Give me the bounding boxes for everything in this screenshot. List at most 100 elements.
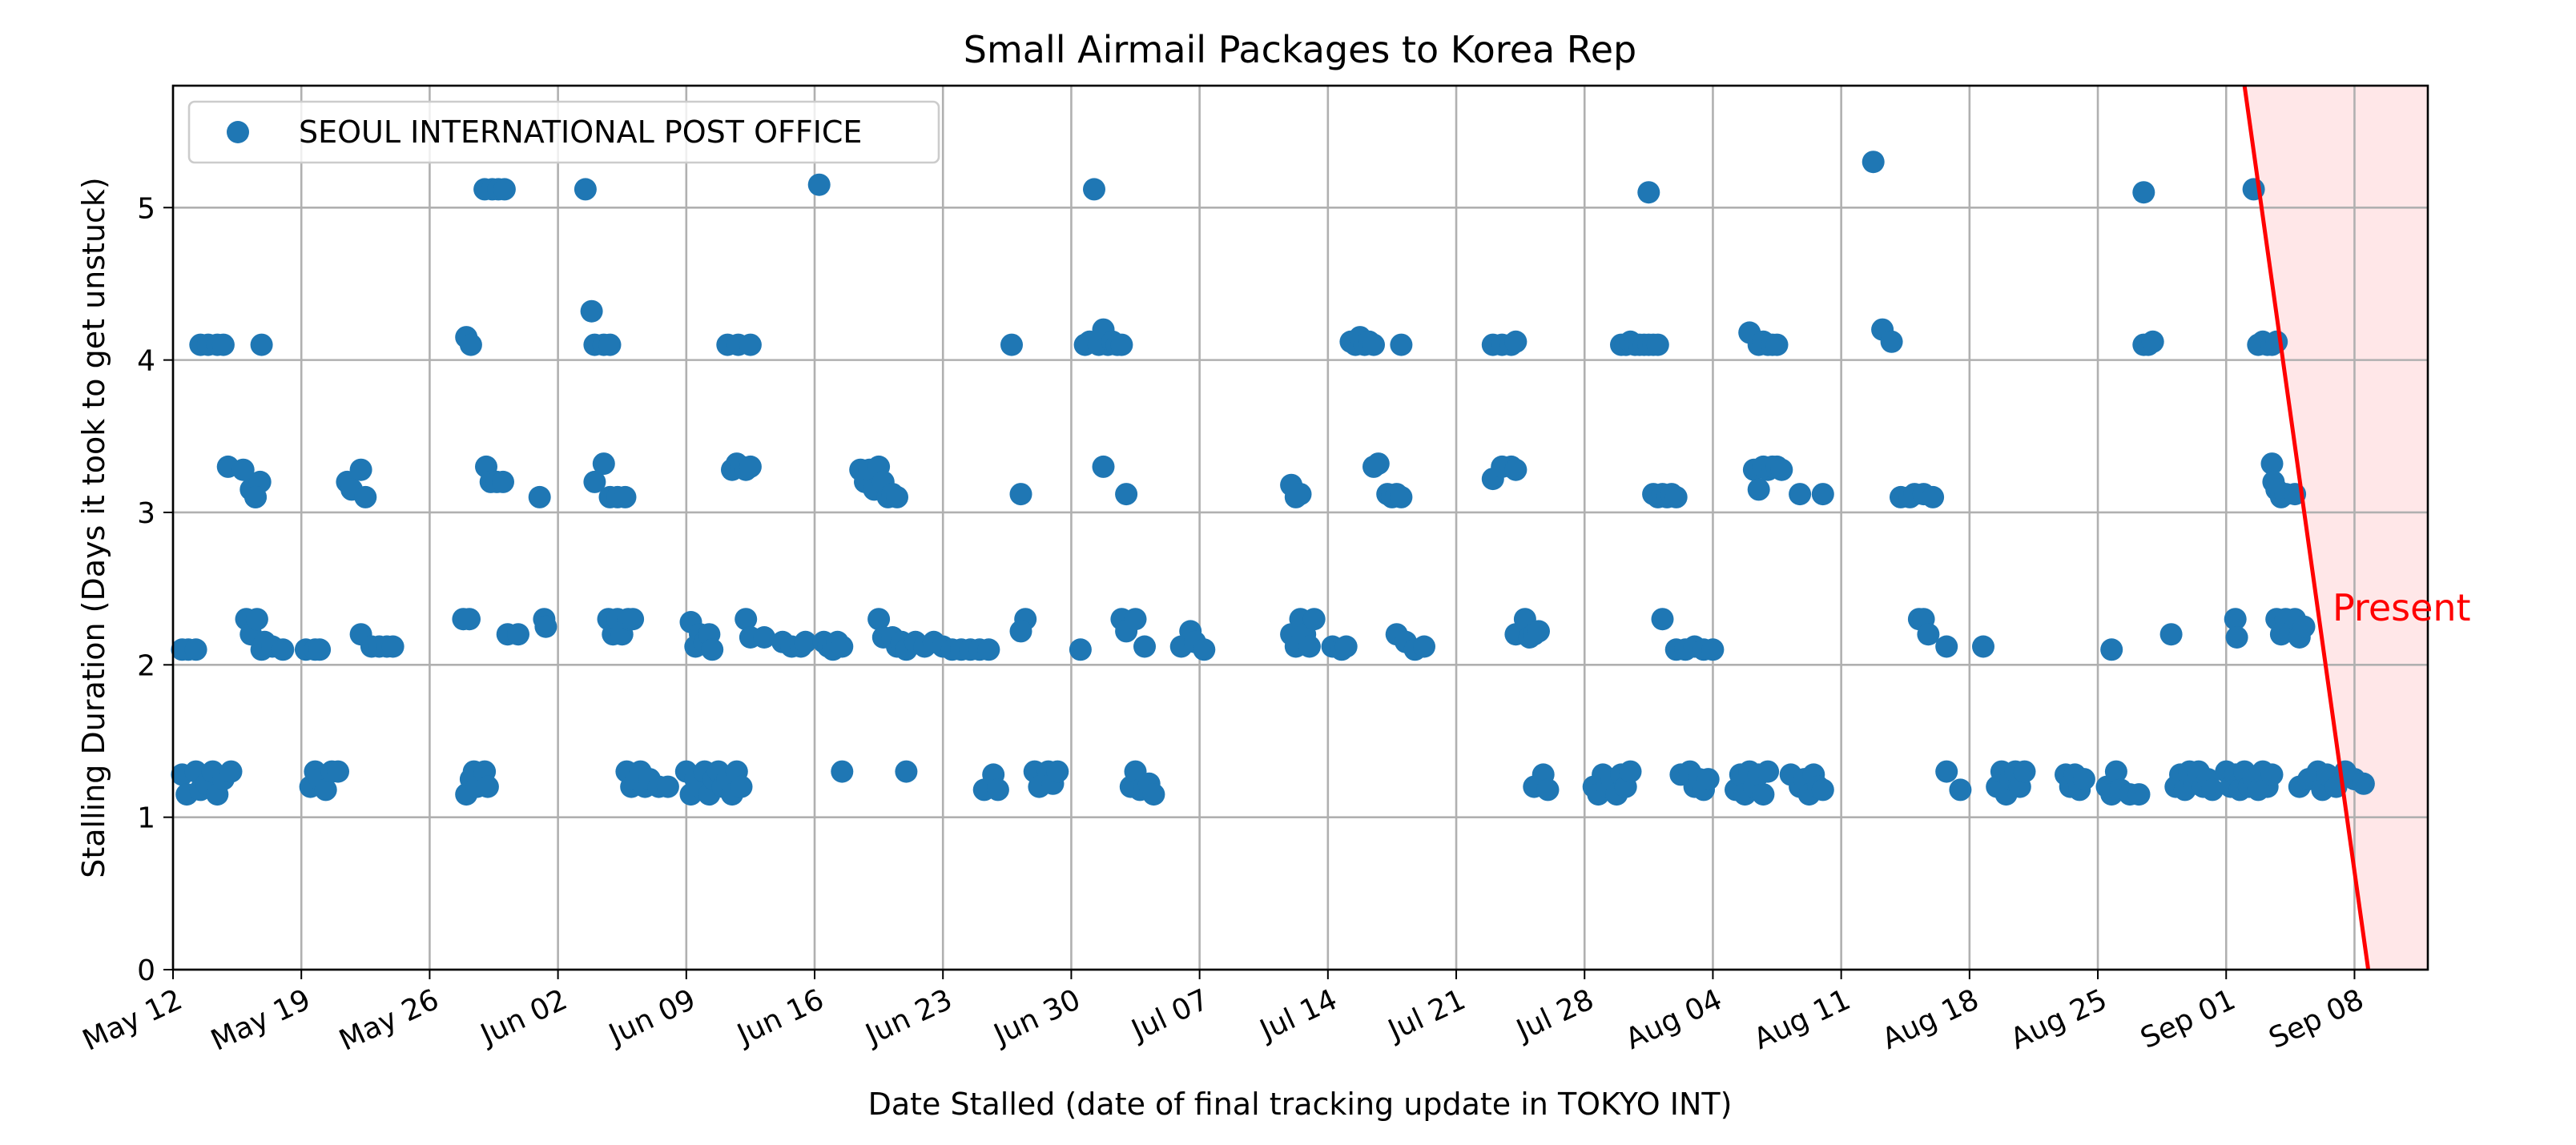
y-tick-label: 0 [137, 954, 155, 987]
data-point [308, 638, 332, 661]
data-point [1789, 483, 1812, 506]
data-point [574, 178, 597, 201]
data-point [2100, 638, 2123, 661]
data-point [1651, 608, 1674, 631]
data-point [354, 485, 377, 508]
data-point [2224, 608, 2247, 631]
data-point [1664, 485, 1688, 508]
data-point [1142, 783, 1165, 806]
data-point [2352, 772, 2375, 795]
data-point [1334, 635, 1358, 658]
data-point [2141, 330, 2164, 353]
data-point [1637, 181, 1660, 204]
data-point [244, 485, 267, 508]
present-annotation-label: Present [2332, 586, 2471, 629]
data-point [1193, 638, 1216, 661]
data-point [492, 470, 514, 493]
data-point [1536, 778, 1560, 802]
data-point [493, 178, 516, 201]
present-shaded-region [2244, 86, 2428, 970]
data-point [1757, 760, 1780, 783]
data-point [1092, 455, 1115, 478]
data-point [1972, 635, 1994, 658]
chart-title: Small Airmail Packages to Korea Rep [964, 28, 1636, 71]
data-point [1619, 760, 1642, 783]
data-point [2013, 760, 2036, 783]
data-point [986, 778, 1009, 802]
data-point [1770, 458, 1793, 481]
data-point [2265, 330, 2288, 353]
data-point [592, 452, 615, 476]
data-point [1811, 483, 1834, 506]
data-point [1298, 635, 1321, 658]
data-point [1752, 783, 1775, 806]
data-point [184, 638, 207, 661]
data-point [1046, 760, 1069, 783]
data-point [2104, 760, 2127, 783]
data-point [1917, 623, 1940, 646]
data-point [794, 630, 817, 653]
data-point [1390, 333, 1413, 356]
data-point [459, 333, 482, 356]
data-point [458, 608, 481, 631]
data-point [886, 485, 908, 508]
data-point [2159, 623, 2183, 646]
data-point [701, 638, 724, 661]
data-point [1527, 620, 1550, 643]
data-point [1862, 151, 1885, 174]
data-point [807, 173, 831, 196]
data-point [1811, 778, 1834, 802]
data-point [245, 608, 268, 631]
data-point [1880, 330, 1903, 353]
data-point [735, 608, 758, 631]
data-point [831, 760, 854, 783]
data-point [272, 638, 295, 661]
data-point [1935, 635, 1958, 658]
data-point [1922, 485, 1945, 508]
data-point [1413, 635, 1435, 658]
data-point [1110, 333, 1133, 356]
data-point [211, 333, 235, 356]
data-point [614, 485, 637, 508]
data-point [1009, 620, 1032, 643]
y-axis-label: Stalling Duration (Days it took to get u… [76, 177, 111, 878]
data-point [381, 635, 405, 658]
x-axis-label: Date Stalled (date of final tracking upd… [868, 1087, 1733, 1122]
data-point [1124, 608, 1147, 631]
data-point [730, 775, 753, 798]
data-point [1765, 333, 1789, 356]
data-point [2132, 181, 2155, 204]
data-point [2201, 778, 2224, 802]
plot-frame [171, 84, 2429, 971]
data-point [1115, 483, 1138, 506]
data-point [2260, 763, 2284, 786]
data-point [1949, 778, 1972, 802]
data-point [2260, 452, 2284, 476]
data-point [656, 775, 679, 798]
present-shade [2244, 86, 2428, 970]
data-point [739, 333, 762, 356]
legend-marker [227, 121, 249, 143]
grid [171, 86, 2428, 971]
data-point [1009, 483, 1032, 506]
data-point [327, 760, 349, 783]
data-point [1697, 768, 1720, 791]
data-point [1747, 478, 1770, 501]
data-point [2072, 768, 2095, 791]
data-point [831, 635, 854, 658]
data-point [2292, 615, 2316, 638]
data-point [507, 623, 529, 646]
data-point [622, 608, 645, 631]
data-point [598, 333, 622, 356]
y-axis-ticks: 0 1 2 3 4 5 [137, 192, 173, 987]
data-point [1390, 485, 1413, 508]
present-line [2242, 85, 2371, 970]
data-point [219, 760, 243, 783]
data-point [1504, 458, 1527, 481]
data-point [1646, 333, 1669, 356]
scatter-points [171, 151, 2375, 806]
data-point [1069, 638, 1092, 661]
data-point [476, 775, 499, 798]
data-point [2225, 626, 2248, 649]
data-point [583, 470, 606, 493]
